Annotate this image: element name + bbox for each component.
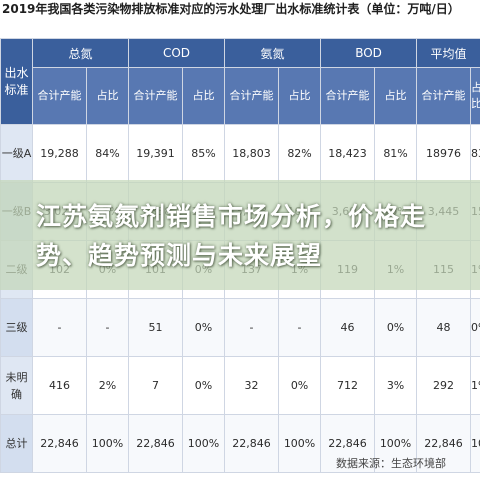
cell-ratio: 100% <box>278 414 322 473</box>
subheader-total: 合计产能 <box>224 67 280 125</box>
cell-ratio: - <box>85 298 130 357</box>
cell-total: 18976 <box>416 124 472 183</box>
cell-total: - <box>224 298 280 357</box>
sub-header-row: 合计产能 占比 合计产能 占比 合计产能 占比 合计产能 占比 合计产能 占比 <box>1 67 480 125</box>
cell-ratio: 0% <box>470 298 480 357</box>
group-header-cod: COD <box>128 38 226 68</box>
group-header-ammonia: 氨氮 <box>224 38 322 68</box>
cell-total: 18,423 <box>320 124 376 183</box>
cell-total: 22,846 <box>416 414 472 473</box>
cell-ratio: 81% <box>374 124 418 183</box>
cell-ratio: 100% <box>85 414 130 473</box>
group-header-average: 平均值 <box>416 38 480 68</box>
cell-ratio: 3% <box>374 356 418 415</box>
table-row: 三级--510%--460%480% <box>0 298 480 357</box>
cell-ratio: 0% <box>374 298 418 357</box>
cell-total: 51 <box>128 298 184 357</box>
cell-ratio: 0% <box>182 356 226 415</box>
side-header-label: 出水标准 <box>4 65 29 97</box>
cell-ratio: 2% <box>85 356 130 415</box>
subheader-total: 合计产能 <box>128 67 184 125</box>
cell-total: 46 <box>320 298 376 357</box>
subheader-total: 合计产能 <box>416 67 472 125</box>
cell-total: 22,846 <box>224 414 280 473</box>
cell-total: 22,846 <box>32 414 87 473</box>
cell-ratio: 100% <box>182 414 226 473</box>
cell-total: 7 <box>128 356 184 415</box>
cell-ratio: 84% <box>85 124 130 183</box>
cell-ratio: 100% <box>374 414 418 473</box>
cell-ratio: 0% <box>182 298 226 357</box>
row-label: 总计 <box>0 414 33 473</box>
source-note: 数据来源：生态环境部 <box>336 457 446 470</box>
subheader-total: 合计产能 <box>32 67 87 125</box>
cell-ratio: - <box>278 298 322 357</box>
side-header: 出水标准 <box>0 38 33 125</box>
table-row: 总计 22,846 100% 22,846 100% 22,846 100% 22,846 10… <box>0 414 480 473</box>
cell-total: 18,803 <box>224 124 280 183</box>
table-row: 一级A 19,288 84% 19,391 85% 18,803 82% 18,423 81% 1… <box>0 124 480 183</box>
group-header-total-nitrogen: 总氮 <box>31 38 130 68</box>
table-body: 一级A 19,288 84% 19,391 85% 18,803 82% 18,423 81% 1… <box>0 124 480 473</box>
cell-total: 22,846 <box>128 414 184 473</box>
cell-total: 22,846 <box>320 414 376 473</box>
cell-total: 292 <box>416 356 472 415</box>
cell-ratio: 0% <box>278 356 322 415</box>
subheader-ratio: 占比 <box>85 67 130 125</box>
cell-total: 32 <box>224 356 280 415</box>
subheader-ratio: 占比 <box>278 67 322 125</box>
row-label: 未明确 <box>0 356 33 415</box>
banner-headline: 江苏氨氮剂销售市场分析，价格走势、趋势预测与未来展望 <box>36 202 427 270</box>
cell-ratio: 100% <box>470 414 480 473</box>
subheader-ratio: 占比 <box>182 67 226 125</box>
row-label: 三级 <box>0 298 33 357</box>
table-title: 2019年我国各类污染物排放标准对应的污水处理厂出水标准统计表（单位：万吨/日） <box>2 2 460 16</box>
cell-total: 48 <box>416 298 472 357</box>
cell-ratio: 85% <box>182 124 226 183</box>
cell-ratio: 83% <box>470 124 480 183</box>
cell-total: 19,391 <box>128 124 184 183</box>
cell-total: 19,288 <box>32 124 87 183</box>
cell-total: 712 <box>320 356 376 415</box>
subheader-ratio: 占比 <box>470 67 480 125</box>
banner-overlay <box>0 180 480 290</box>
cell-total: 416 <box>32 356 87 415</box>
subheader-ratio: 占比 <box>374 67 418 125</box>
subheader-total: 合计产能 <box>320 67 376 125</box>
group-header-bod: BOD <box>320 38 418 68</box>
cell-total: - <box>32 298 87 357</box>
cell-ratio: 82% <box>278 124 322 183</box>
cell-ratio: 1% <box>470 356 480 415</box>
row-label: 一级A <box>0 124 33 183</box>
